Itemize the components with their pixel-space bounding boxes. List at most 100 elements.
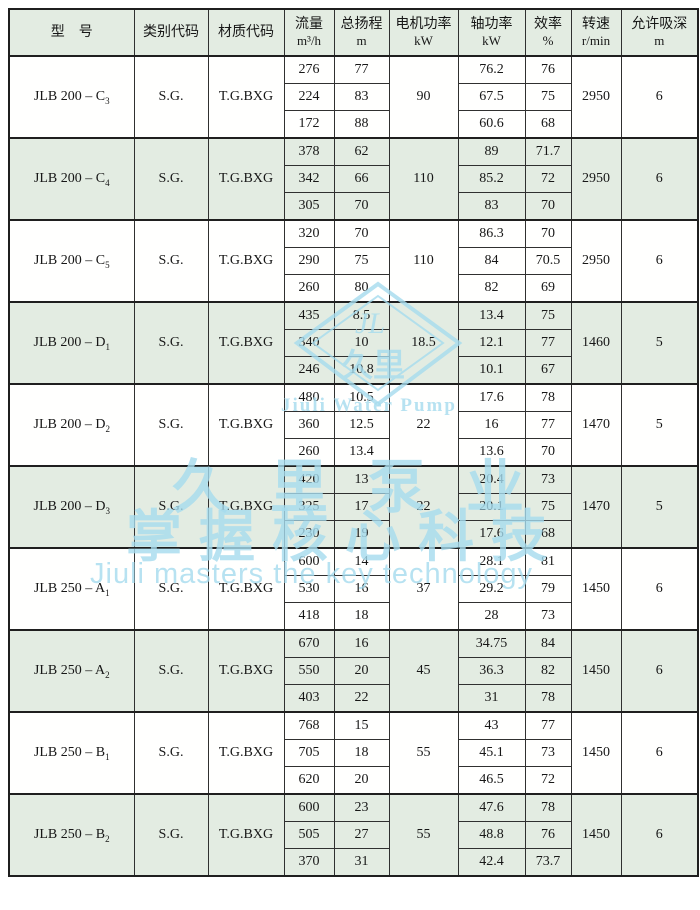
speed-cell: 1470 bbox=[570, 465, 622, 549]
col-label: 型 号 bbox=[50, 24, 93, 40]
shaft-power-cell: 31 bbox=[457, 684, 526, 713]
flow-cell: 620 bbox=[283, 766, 335, 795]
efficiency-cell: 76 bbox=[524, 821, 572, 849]
efficiency-cell: 75 bbox=[524, 301, 572, 330]
head-cell: 88 bbox=[333, 110, 390, 139]
shaft-power-cell: 34.75 bbox=[457, 629, 526, 658]
material-code-cell: T.G.BXG bbox=[207, 793, 285, 877]
model-subscript: 5 bbox=[105, 259, 110, 270]
spec-row: JLB 200 – C4 S.G. T.G.BXG 378 62 110 89 71.7 295… bbox=[8, 137, 699, 221]
shaft-power-cell: 29.2 bbox=[457, 575, 526, 603]
shaft-power-cell: 46.5 bbox=[457, 766, 526, 795]
head-cell: 17 bbox=[333, 493, 390, 521]
motor-power-cell: 110 bbox=[388, 137, 459, 221]
speed-cell: 2950 bbox=[570, 55, 622, 139]
spec-row: 620 20 46.5 72 bbox=[9, 766, 698, 795]
col-label: 材质代码 bbox=[218, 24, 274, 40]
model-subscript: 3 bbox=[105, 505, 110, 516]
efficiency-cell: 70 bbox=[524, 219, 572, 248]
speed-cell: 1450 bbox=[570, 629, 622, 713]
shaft-power-cell: 60.6 bbox=[457, 110, 526, 139]
efficiency-cell: 73.7 bbox=[524, 848, 572, 877]
col-unit: % bbox=[542, 33, 554, 49]
efficiency-cell: 79 bbox=[524, 575, 572, 603]
head-cell: 18 bbox=[333, 602, 390, 631]
flow-cell: 768 bbox=[283, 711, 335, 740]
shaft-power-cell: 28 bbox=[457, 602, 526, 631]
efficiency-cell: 77 bbox=[524, 711, 572, 740]
head-cell: 75 bbox=[333, 247, 390, 275]
flow-cell: 305 bbox=[283, 192, 335, 221]
model-cell: JLB 250 – B2 bbox=[8, 793, 135, 877]
flow-cell: 325 bbox=[283, 493, 335, 521]
efficiency-cell: 78 bbox=[524, 793, 572, 822]
suction-depth-cell: 6 bbox=[620, 793, 699, 877]
col-unit: r/min bbox=[581, 33, 611, 49]
shaft-power-cell: 20.1 bbox=[457, 493, 526, 521]
speed-cell: 2950 bbox=[570, 137, 622, 221]
material-code-cell: T.G.BXG bbox=[207, 711, 285, 795]
shaft-power-cell: 48.8 bbox=[457, 821, 526, 849]
shaft-power-cell: 10.1 bbox=[457, 356, 526, 385]
col-label: 类别代码 bbox=[143, 24, 199, 40]
motor-power-cell: 22 bbox=[388, 465, 459, 549]
speed-cell: 1470 bbox=[570, 383, 622, 467]
spec-row: 172 88 60.6 68 bbox=[9, 110, 698, 139]
flow-cell: 435 bbox=[283, 301, 335, 330]
shaft-power-cell: 12.1 bbox=[457, 329, 526, 357]
spec-row: JLB 250 – B1 S.G. T.G.BXG 768 15 55 43 77 1450 6 bbox=[8, 711, 699, 795]
model-cell: JLB 250 – A1 bbox=[8, 547, 135, 631]
flow-cell: 290 bbox=[283, 247, 335, 275]
shaft-power-cell: 17.6 bbox=[457, 383, 526, 412]
model-cell: JLB 200 – C4 bbox=[8, 137, 135, 221]
shaft-power-cell: 42.4 bbox=[457, 848, 526, 877]
shaft-power-cell: 82 bbox=[457, 274, 526, 303]
efficiency-cell: 75 bbox=[524, 493, 572, 521]
speed-cell: 1450 bbox=[570, 793, 622, 877]
flow-cell: 276 bbox=[283, 55, 335, 84]
category-code-cell: S.G. bbox=[133, 383, 209, 467]
head-cell: 12.5 bbox=[333, 411, 390, 439]
model-subscript: 4 bbox=[105, 177, 110, 188]
table-body: JLB 200 – C3 S.G. T.G.BXG 276 77 90 76.2 76 2950… bbox=[8, 55, 699, 877]
head-cell: 15 bbox=[333, 711, 390, 740]
spec-row: JLB 200 – D2 S.G. T.G.BXG 480 10.5 22 17.6 78 14… bbox=[8, 383, 699, 467]
spec-row: 418 18 28 73 bbox=[9, 602, 698, 631]
model-subscript: 2 bbox=[105, 423, 110, 434]
flow-cell: 418 bbox=[283, 602, 335, 631]
flow-cell: 260 bbox=[283, 438, 335, 467]
spec-row: JLB 200 – D1 S.G. T.G.BXG 435 8.5 18.5 13.4 75 1… bbox=[8, 301, 699, 385]
efficiency-cell: 68 bbox=[524, 110, 572, 139]
material-code-cell: T.G.BXG bbox=[207, 383, 285, 467]
spec-row: JLB 250 – A1 S.G. T.G.BXG 600 14 37 28.1 81 1450… bbox=[8, 547, 699, 631]
spec-row: JLB 250 – A2 S.G. T.G.BXG 670 16 45 34.75 84 145… bbox=[8, 629, 699, 713]
model-subscript: 1 bbox=[105, 341, 110, 352]
shaft-power-cell: 67.5 bbox=[457, 83, 526, 111]
col-header-shaft-power: 轴功率 kW bbox=[457, 8, 526, 57]
col-label: 允许吸深 bbox=[631, 16, 688, 32]
model-subscript: 1 bbox=[105, 751, 110, 762]
flow-cell: 420 bbox=[283, 465, 335, 494]
col-header-material: 材质代码 bbox=[207, 8, 285, 57]
material-code-cell: T.G.BXG bbox=[207, 629, 285, 713]
spec-row: 360 12.5 16 77 bbox=[9, 411, 698, 439]
shaft-power-cell: 76.2 bbox=[457, 55, 526, 84]
col-header-efficiency: 效率% bbox=[524, 8, 572, 57]
head-cell: 13.4 bbox=[333, 438, 390, 467]
efficiency-cell: 70 bbox=[524, 192, 572, 221]
flow-cell: 340 bbox=[283, 329, 335, 357]
head-cell: 10.5 bbox=[333, 383, 390, 412]
efficiency-cell: 77 bbox=[524, 329, 572, 357]
head-cell: 83 bbox=[333, 83, 390, 111]
motor-power-cell: 18.5 bbox=[388, 301, 459, 385]
suction-depth-cell: 6 bbox=[620, 547, 699, 631]
efficiency-cell: 75 bbox=[524, 83, 572, 111]
efficiency-cell: 73 bbox=[524, 465, 572, 494]
head-cell: 23 bbox=[333, 793, 390, 822]
col-label: 流量 bbox=[295, 16, 323, 32]
shaft-power-cell: 85.2 bbox=[457, 165, 526, 193]
flow-cell: 480 bbox=[283, 383, 335, 412]
head-cell: 10 bbox=[333, 329, 390, 357]
col-header-motor-power: 电机功率 kW bbox=[388, 8, 459, 57]
efficiency-cell: 72 bbox=[524, 165, 572, 193]
